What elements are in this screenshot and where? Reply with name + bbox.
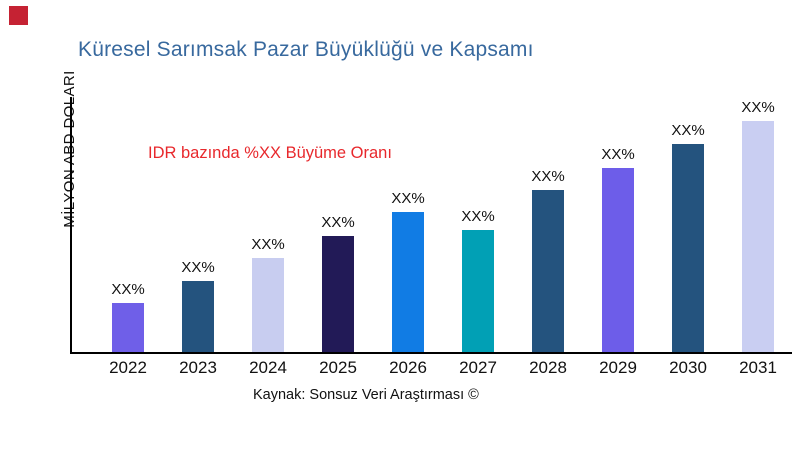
bar-column-2025: XX% 2025 <box>303 97 373 377</box>
bar-2022 <box>112 303 144 352</box>
x-tick-2026: 2026 <box>389 358 427 377</box>
bar-value-label-2028: XX% <box>531 168 565 185</box>
bar-value-label-2026: XX% <box>391 190 425 207</box>
brand-logo-square <box>9 6 28 25</box>
x-tick-2027: 2027 <box>459 358 497 377</box>
bar-column-2030: XX% 2030 <box>653 97 723 377</box>
x-tick-2022: 2022 <box>109 358 147 377</box>
bar-column-2031: XX% 2031 <box>723 97 793 377</box>
bar-value-label-2025: XX% <box>321 214 355 231</box>
bar-2028 <box>532 190 564 352</box>
bar-value-label-2022: XX% <box>111 281 145 298</box>
bar-2025 <box>322 236 354 352</box>
bar-column-2027: XX% 2027 <box>443 97 513 377</box>
bar-2026 <box>392 212 424 352</box>
bar-column-2029: XX% 2029 <box>583 97 653 377</box>
x-tick-2029: 2029 <box>599 358 637 377</box>
x-tick-2028: 2028 <box>529 358 567 377</box>
x-tick-2024: 2024 <box>249 358 287 377</box>
bar-2031 <box>742 121 774 352</box>
bar-column-2026: XX% 2026 <box>373 97 443 377</box>
x-tick-2030: 2030 <box>669 358 707 377</box>
page-title: Küresel Sarımsak Pazar Büyüklüğü ve Kaps… <box>78 38 534 61</box>
growth-annotation: IDR bazında %XX Büyüme Oranı <box>148 144 392 162</box>
bar-value-label-2023: XX% <box>181 259 215 276</box>
bar-value-label-2029: XX% <box>601 146 635 163</box>
bar-column-2023: XX% 2023 <box>163 97 233 377</box>
bar-2029 <box>602 168 634 352</box>
x-tick-2025: 2025 <box>319 358 357 377</box>
bar-value-label-2030: XX% <box>671 122 705 139</box>
bar-value-label-2027: XX% <box>461 208 495 225</box>
bar-column-2022: XX% 2022 <box>93 97 163 377</box>
x-tick-2023: 2023 <box>179 358 217 377</box>
x-tick-2031: 2031 <box>739 358 777 377</box>
bar-value-label-2024: XX% <box>251 236 285 253</box>
bar-column-2024: XX% 2024 <box>233 97 303 377</box>
bar-value-label-2031: XX% <box>741 99 775 116</box>
bar-2027 <box>462 230 494 352</box>
bar-2030 <box>672 144 704 352</box>
bar-2023 <box>182 281 214 352</box>
plot-area: XX% 2022 XX% 2023 XX% 2024 XX% 2025 XX% 2026 XX% 20… <box>70 97 793 377</box>
bar-2024 <box>252 258 284 352</box>
source-caption: Kaynak: Sonsuz Veri Araştırması © <box>253 387 479 403</box>
bar-column-2028: XX% 2028 <box>513 97 583 377</box>
